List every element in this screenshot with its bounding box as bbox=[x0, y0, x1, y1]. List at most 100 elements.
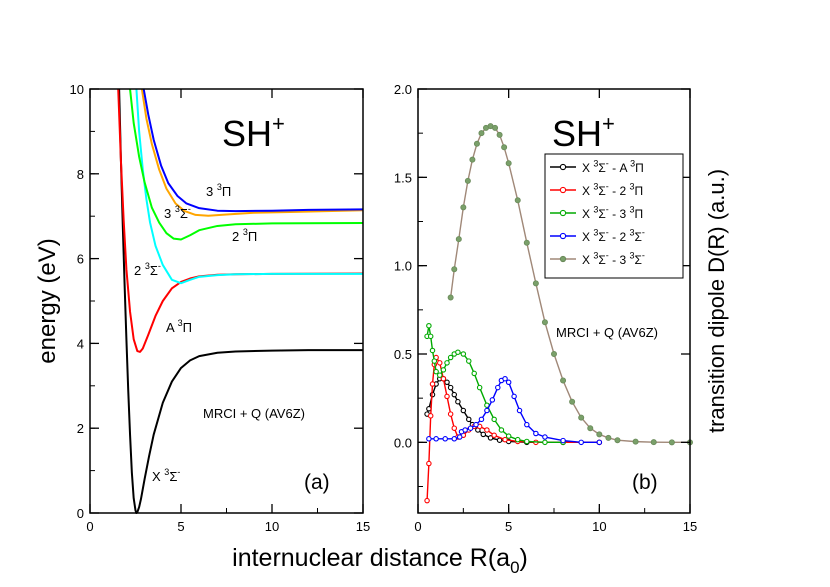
point-x-3sigma-3-3pi bbox=[466, 358, 472, 364]
point-x-3sigma-2-3sigma bbox=[596, 439, 603, 446]
state-label-3-3pi: 3 3Π bbox=[206, 182, 231, 199]
point-x-3sigma-3-3pi bbox=[491, 416, 497, 423]
point-x-3sigma-3-3pi bbox=[524, 438, 530, 445]
b-ytick-label: 0.5 bbox=[394, 347, 412, 362]
point-x-3sigma-2-3sigma bbox=[502, 375, 508, 382]
point-x-3sigma-2-3sigma bbox=[478, 416, 485, 423]
point-x-3sigma-3-3pi bbox=[471, 370, 477, 377]
point-x-3sigma-3-3sigma bbox=[578, 414, 585, 421]
legend-swatch-marker bbox=[559, 232, 567, 240]
b-ytick-label: 0.0 bbox=[394, 435, 412, 450]
panel-b-method-label: MRCI + Q (AV6Z) bbox=[556, 325, 658, 340]
point-x-3sigma-3-3sigma bbox=[464, 177, 471, 184]
point-x-3sigma-2-3pi bbox=[424, 497, 430, 504]
a-curve-labels: X 3Σ- A 3Π 2 3Σ- 2 3Π 3 3Σ- 3 3Π bbox=[134, 182, 257, 484]
b-xtick-label: 10 bbox=[592, 519, 606, 534]
point-x-3sigma-2-3sigma bbox=[462, 427, 468, 433]
point-x-3sigma-a-3pi bbox=[460, 407, 467, 414]
legend-swatch-marker bbox=[559, 255, 567, 263]
point-x-3sigma-a-3pi bbox=[447, 384, 454, 391]
point-x-3sigma-2-3sigma bbox=[433, 436, 439, 442]
point-x-3sigma-2-3sigma bbox=[505, 379, 512, 386]
point-x-3sigma-2-3sigma bbox=[473, 421, 479, 428]
a-axes: 0 5 10 15 0 2 4 6 8 10 bbox=[70, 82, 371, 534]
legend-swatch-marker bbox=[559, 186, 567, 194]
panel-b-ylabel: transition dipole D(R) (a.u.) bbox=[704, 169, 729, 433]
series-x-3sigma-2-3pi bbox=[424, 354, 603, 504]
b-xtick-label: 0 bbox=[414, 519, 421, 534]
point-x-3sigma-3-3sigma bbox=[514, 197, 521, 204]
point-x-3sigma-3-3sigma bbox=[632, 438, 639, 445]
series-x-3sigma-2-3sigma bbox=[426, 375, 603, 446]
point-x-3sigma-3-3sigma bbox=[478, 130, 485, 137]
b-ytick-label: 1.0 bbox=[394, 259, 412, 274]
point-x-3sigma-3-3sigma bbox=[587, 425, 594, 432]
point-x-3sigma-2-3sigma bbox=[516, 407, 523, 414]
point-x-3sigma-3-3pi bbox=[444, 360, 450, 366]
point-x-3sigma-3-3sigma bbox=[451, 266, 458, 273]
point-x-3sigma-2-3sigma bbox=[484, 407, 490, 414]
legend-entry: X 3Σ- - 3 3Π bbox=[550, 205, 643, 221]
point-x-3sigma-2-3pi bbox=[491, 432, 497, 439]
panel-b-transition-dipoles: 0 5 10 150.00.51.01.52.0 SH+ X 3Σ- - A 3ΠX … bbox=[394, 82, 729, 534]
point-x-3sigma-a-3pi bbox=[466, 416, 472, 423]
point-x-3sigma-3-3sigma bbox=[541, 319, 548, 326]
a-xtick-label: 0 bbox=[86, 519, 93, 534]
point-x-3sigma-2-3pi bbox=[429, 381, 436, 387]
point-x-3sigma-2-3pi bbox=[444, 393, 450, 400]
point-x-3sigma-3-3sigma bbox=[469, 156, 476, 163]
point-x-3sigma-3-3pi bbox=[447, 354, 454, 361]
point-x-3sigma-2-3pi bbox=[426, 460, 432, 467]
a-ytick-label: 0 bbox=[77, 506, 84, 521]
point-x-3sigma-2-3pi bbox=[451, 425, 458, 431]
panel-a-label: (a) bbox=[304, 471, 330, 494]
point-x-3sigma-3-3pi bbox=[455, 349, 461, 355]
curve-x3sigma bbox=[118, 88, 363, 514]
legend-entry: X 3Σ- - A 3Π bbox=[550, 159, 644, 175]
point-x-3sigma-2-3sigma bbox=[426, 436, 432, 442]
point-x-3sigma-2-3sigma bbox=[560, 437, 566, 444]
point-x-3sigma-3-3sigma bbox=[455, 236, 462, 243]
panel-a-title: SH+ bbox=[222, 111, 285, 154]
point-x-3sigma-3-3pi bbox=[505, 433, 512, 439]
point-x-3sigma-2-3sigma bbox=[489, 397, 496, 403]
point-x-3sigma-3-3sigma bbox=[505, 160, 512, 167]
series-x-3sigma-a-3pi bbox=[424, 375, 603, 446]
panel-b-legend: X 3Σ- - A 3Π X 3Σ- - 2 3Π X 3Σ- - 3 3Π X 3Σ… bbox=[544, 153, 684, 279]
point-x-3sigma-3-3sigma bbox=[523, 239, 530, 246]
legend-swatch-marker bbox=[559, 209, 567, 217]
panel-a-ylabel: energy (eV) bbox=[34, 238, 61, 363]
point-x-3sigma-2-3pi bbox=[447, 411, 454, 417]
legend-label-x-3sigma-2-3pi: X 3Σ- - 2 3Π bbox=[582, 182, 643, 198]
a-curves bbox=[117, 88, 364, 514]
panel-a-energy-curves: 0 5 10 15 0 2 4 6 8 10 X 3Σ- A 3Π 2 3Σ- 2 3Π 3 3Σ- 3 3… bbox=[34, 82, 370, 534]
point-x-3sigma-3-3pi bbox=[429, 347, 436, 354]
point-x-3sigma-2-3sigma bbox=[456, 434, 463, 440]
point-x-3sigma-2-3sigma bbox=[524, 421, 530, 428]
point-x-3sigma-3-3sigma bbox=[496, 131, 503, 138]
point-x-3sigma-2-3sigma bbox=[542, 434, 548, 440]
legend-label-x-3sigma-2-3sigma: X 3Σ- - 2 3Σ- bbox=[582, 228, 645, 244]
b-ytick-label: 2.0 bbox=[394, 82, 412, 97]
point-x-3sigma-3-3sigma bbox=[668, 439, 675, 446]
point-x-3sigma-3-3pi bbox=[433, 368, 439, 375]
a-xtick-label: 5 bbox=[177, 519, 184, 534]
point-x-3sigma-2-3sigma bbox=[511, 393, 517, 400]
shared-xlabel: internuclear distance R(a0) bbox=[232, 544, 528, 577]
state-label-x3sigma: X 3Σ- bbox=[152, 467, 180, 484]
legend-box bbox=[544, 153, 684, 279]
point-x-3sigma-2-3sigma bbox=[533, 430, 539, 437]
point-x-3sigma-3-3pi bbox=[476, 384, 483, 391]
point-x-3sigma-3-3sigma bbox=[492, 124, 499, 131]
point-x-3sigma-2-3pi bbox=[502, 436, 508, 443]
series-x-3sigma-3-3sigma bbox=[447, 123, 694, 446]
state-label-3-3sigma: 3 3Σ- bbox=[164, 204, 191, 221]
point-x-3sigma-3-3sigma bbox=[532, 280, 539, 287]
point-x-3sigma-3-3sigma bbox=[605, 434, 612, 441]
point-x-3sigma-3-3sigma bbox=[501, 144, 508, 151]
point-x-3sigma-3-3pi bbox=[427, 333, 434, 340]
legend-swatch-marker bbox=[559, 163, 567, 171]
point-x-3sigma-3-3pi bbox=[437, 372, 443, 378]
point-x-3sigma-2-3sigma bbox=[495, 384, 501, 391]
point-x-3sigma-3-3pi bbox=[431, 358, 438, 364]
